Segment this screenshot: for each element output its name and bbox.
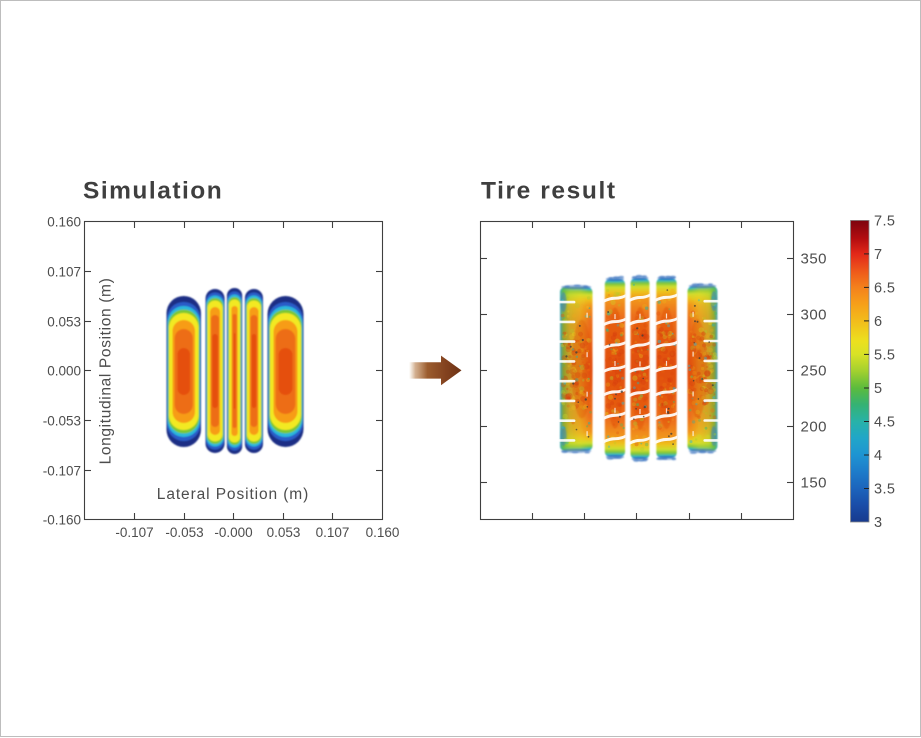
svg-text:Simulation: Simulation xyxy=(83,178,223,205)
svg-text:3: 3 xyxy=(874,515,882,531)
svg-text:4: 4 xyxy=(874,448,882,464)
svg-text:5.5: 5.5 xyxy=(874,347,895,363)
svg-text:-0.107: -0.107 xyxy=(43,463,81,478)
svg-text:-0.053: -0.053 xyxy=(165,525,203,540)
svg-text:0.160: 0.160 xyxy=(47,214,81,229)
svg-text:3.5: 3.5 xyxy=(874,482,895,498)
svg-text:-0.000: -0.000 xyxy=(214,525,252,540)
svg-text:0.053: 0.053 xyxy=(47,314,81,329)
svg-text:150: 150 xyxy=(801,475,828,492)
svg-text:0.000: 0.000 xyxy=(47,363,81,378)
svg-text:0.107: 0.107 xyxy=(47,264,81,279)
svg-text:Lateral Position (m): Lateral Position (m) xyxy=(157,486,309,503)
svg-text:300: 300 xyxy=(801,307,828,324)
svg-text:Tire result: Tire result xyxy=(481,178,617,205)
svg-text:350: 350 xyxy=(801,251,828,268)
svg-text:7.5: 7.5 xyxy=(874,213,895,229)
svg-text:6.5: 6.5 xyxy=(874,280,895,296)
svg-text:0.107: 0.107 xyxy=(316,525,350,540)
svg-text:4.5: 4.5 xyxy=(874,415,895,431)
svg-text:200: 200 xyxy=(801,419,828,436)
svg-text:-0.160: -0.160 xyxy=(43,512,81,527)
svg-text:-0.107: -0.107 xyxy=(115,525,153,540)
svg-text:Longitudinal Position (m): Longitudinal Position (m) xyxy=(98,278,115,465)
svg-text:7: 7 xyxy=(874,247,882,263)
svg-text:-0.053: -0.053 xyxy=(43,413,81,428)
svg-text:0.160: 0.160 xyxy=(366,525,400,540)
svg-text:5: 5 xyxy=(874,381,882,397)
svg-text:250: 250 xyxy=(801,363,828,380)
svg-text:0.053: 0.053 xyxy=(267,525,301,540)
svg-text:6: 6 xyxy=(874,314,882,330)
